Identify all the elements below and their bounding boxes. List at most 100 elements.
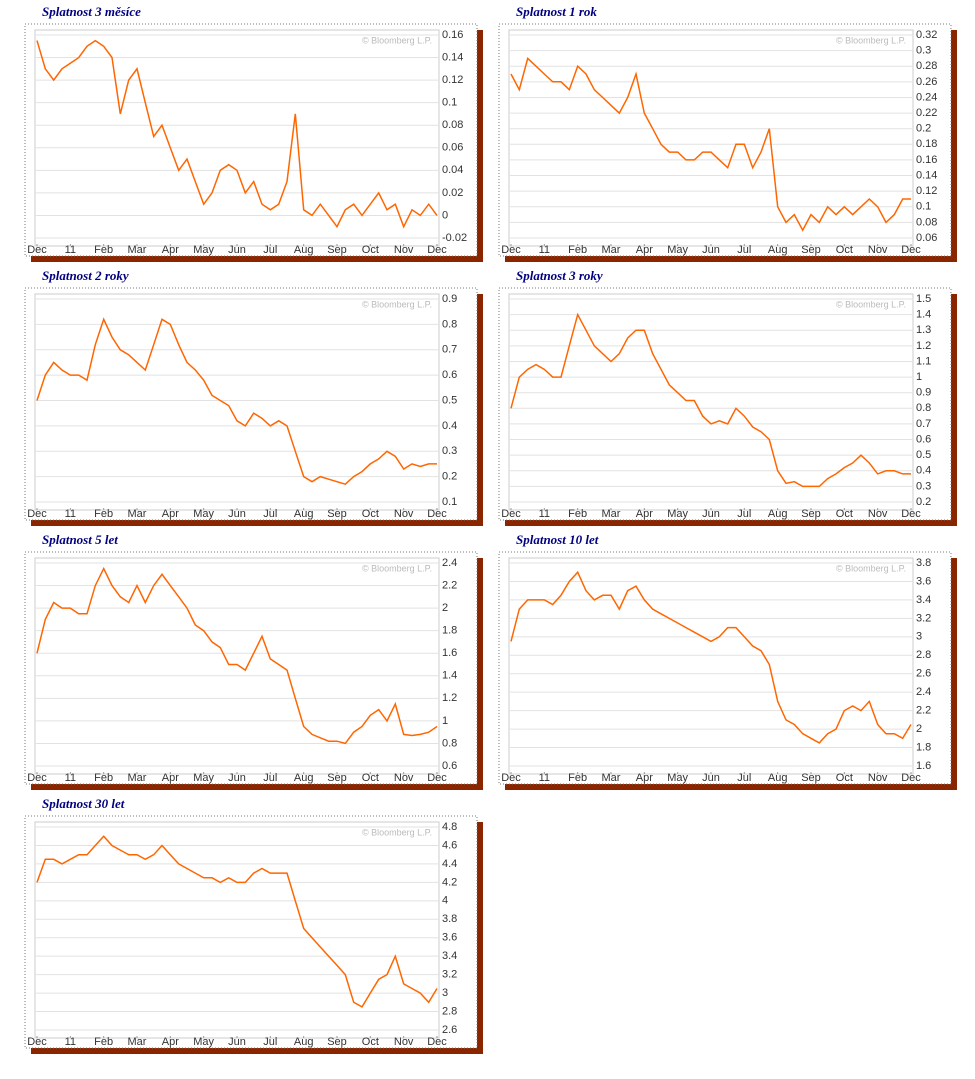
y-tick-label: 0.18 (916, 138, 937, 150)
x-tick-label: Jul (737, 508, 751, 520)
y-tick-label: 2.6 (442, 1024, 457, 1036)
x-tick-label: Nov (394, 772, 414, 784)
y-tick-label: 0.14 (442, 51, 463, 63)
x-tick-label: Dec (27, 1036, 47, 1048)
y-tick-label: 0.8 (916, 402, 931, 414)
line-series (36, 39, 438, 229)
x-tick-label: Sep (327, 244, 347, 256)
x-tick-label: Sep (801, 772, 821, 784)
y-tick-label: 2.4 (916, 686, 931, 698)
y-tick-label: 0 (442, 209, 448, 221)
x-tick-label: Dec (27, 772, 47, 784)
x-tick-label: Jul (263, 1036, 277, 1048)
chart: Splatnost 3 měsíce -0.02 0 0.02 0.04 0.06 0.08… (24, 4, 483, 262)
x-tick-label: Mar (602, 244, 621, 256)
y-tick-label: 0.8 (442, 737, 457, 749)
y-tick-label: 0.4 (916, 465, 931, 477)
y-tick-label: 1.3 (916, 324, 931, 336)
x-tick-label: Sep (801, 244, 821, 256)
x-tick-label: Oct (362, 508, 379, 520)
line-series (510, 56, 911, 232)
y-tick-label: 0.7 (916, 418, 931, 430)
x-tick-label: Jun (228, 244, 246, 256)
y-tick-label: 3 (916, 631, 922, 643)
plot-frame (34, 293, 440, 511)
line-series (510, 312, 911, 488)
y-tick-label: 3 (442, 987, 448, 999)
y-tick-label: 2.2 (916, 705, 931, 717)
y-tick-label: 0.9 (916, 387, 931, 399)
y-tick-label: 1.4 (916, 309, 931, 321)
x-tick-label: Nov (394, 1036, 414, 1048)
chart-title: Splatnost 3 roky (516, 268, 603, 283)
y-tick-label: 0.06 (916, 232, 937, 244)
x-tick-label: Mar (128, 244, 147, 256)
y-tick-label: 0.9 (442, 293, 457, 305)
y-tick-label: 1.2 (916, 340, 931, 352)
x-tick-label: May (667, 772, 688, 784)
y-tick-label: 0.08 (442, 119, 463, 131)
x-tick-label: Dec (427, 1036, 447, 1048)
x-tick-label: Feb (568, 772, 587, 784)
x-tick-label: 11 (65, 1036, 76, 1048)
x-tick-label: Jun (228, 1036, 246, 1048)
x-tick-label: Jun (702, 508, 720, 520)
x-tick-label: Apr (162, 244, 179, 256)
x-tick-label: Jul (737, 772, 751, 784)
x-tick-label: Feb (94, 1036, 113, 1048)
y-tick-label: 1 (442, 715, 448, 727)
x-tick-label: Apr (636, 244, 653, 256)
y-tick-label: 0.5 (442, 394, 457, 406)
line-series (510, 570, 912, 744)
x-tick-label: Dec (901, 244, 921, 256)
chart: Splatnost 10 let 1.6 1.8 2 2.2 2.4 2.6 2.8 3 3.2 3… (498, 532, 957, 790)
watermark: © Bloomberg L.P. (362, 35, 432, 45)
y-tick-label: 3.8 (916, 557, 931, 569)
watermark: © Bloomberg L.P. (836, 299, 906, 309)
x-tick-label: Feb (94, 508, 113, 520)
plot-frame (508, 557, 914, 775)
x-tick-label: May (667, 244, 688, 256)
y-tick-label: 3.4 (916, 594, 931, 606)
plot-frame (34, 29, 440, 247)
y-tick-label: 0.26 (916, 76, 937, 88)
x-tick-label: Jun (228, 772, 246, 784)
y-tick-label: 2 (442, 602, 448, 614)
watermark: © Bloomberg L.P. (362, 299, 432, 309)
x-tick-label: Mar (128, 772, 147, 784)
x-tick-label: Apr (162, 508, 179, 520)
y-tick-label: 1.8 (916, 741, 931, 753)
y-tick-label: 0.6 (442, 760, 457, 772)
x-tick-label: Aug (768, 772, 788, 784)
y-tick-label: 0.04 (442, 164, 463, 176)
x-tick-label: Jun (702, 244, 720, 256)
y-tick-label: 4.4 (442, 858, 457, 870)
y-tick-label: 1.6 (916, 760, 931, 772)
watermark: © Bloomberg L.P. (362, 827, 432, 837)
x-tick-label: May (193, 1036, 214, 1048)
x-tick-label: Dec (427, 508, 447, 520)
chart: Splatnost 1 rok 0.06 0.08 0.1 0.12 0.14 0.16 0.… (498, 4, 957, 262)
watermark: © Bloomberg L.P. (836, 563, 906, 573)
x-tick-label: Jul (263, 508, 277, 520)
x-tick-label: Dec (901, 772, 921, 784)
line-series (36, 566, 438, 745)
y-tick-label: 1 (916, 371, 922, 383)
line-series (36, 317, 437, 486)
x-tick-label: Jun (228, 508, 246, 520)
y-tick-label: 2.4 (442, 557, 457, 569)
chart-title: Splatnost 30 let (42, 796, 125, 811)
x-tick-label: Nov (394, 244, 414, 256)
y-tick-label: 3.6 (442, 932, 457, 944)
x-tick-label: 11 (539, 772, 550, 784)
y-tick-label: 1.5 (916, 293, 931, 305)
x-tick-label: Dec (427, 244, 447, 256)
x-tick-label: Oct (362, 772, 379, 784)
x-tick-label: Sep (801, 508, 821, 520)
y-tick-label: 0.12 (442, 74, 463, 86)
x-tick-label: Aug (294, 772, 314, 784)
x-tick-label: Nov (394, 508, 414, 520)
watermark: © Bloomberg L.P. (836, 35, 906, 45)
y-tick-label: 0.1 (442, 496, 457, 508)
